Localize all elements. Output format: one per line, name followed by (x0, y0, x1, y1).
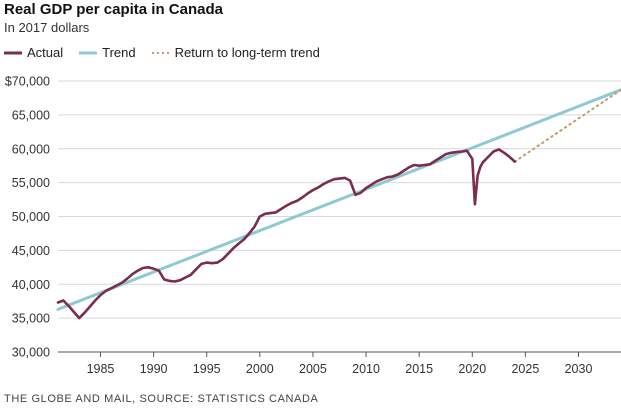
source-note: THE GLOBE AND MAIL, SOURCE: STATISTICS C… (4, 393, 319, 405)
legend-item-return: Return to long-term trend (151, 45, 320, 60)
series-line-trend (56, 88, 621, 311)
legend-item-trend: Trend (79, 45, 136, 60)
x-tick-label: 2000 (246, 362, 274, 376)
x-tick-label: 2005 (299, 362, 327, 376)
y-tick-label: 55,000 (12, 176, 50, 190)
y-tick-label: 50,000 (12, 210, 50, 224)
legend-swatch-actual (4, 51, 22, 54)
chart-subtitle: In 2017 dollars (4, 20, 90, 35)
series-line-actual (56, 148, 517, 320)
chart-legend: Actual Trend Return to long-term trend (4, 45, 336, 60)
x-tick-label: 2030 (565, 362, 593, 376)
legend-label-return: Return to long-term trend (174, 45, 320, 60)
y-tick-label: 40,000 (12, 278, 50, 292)
x-tick-label: 1995 (193, 362, 221, 376)
series-line-return-to-long-term-trend (513, 88, 621, 163)
y-tick-label: 45,000 (12, 244, 50, 258)
y-tick-label: 65,000 (12, 108, 50, 122)
legend-item-actual: Actual (4, 45, 63, 60)
y-tick-label: 35,000 (12, 312, 50, 326)
x-axis-ticks: 1985 1990 1995 2000 2005 2010 2015 2020 2025 2030 (87, 352, 593, 376)
y-tick-label: $70,000 (5, 75, 50, 89)
x-tick-label: 2015 (405, 362, 433, 376)
x-tick-label: 1985 (87, 362, 115, 376)
x-tick-label: 2020 (458, 362, 486, 376)
series-lines (56, 88, 621, 320)
legend-swatch-trend (79, 51, 98, 54)
legend-label-actual: Actual (27, 45, 64, 60)
chart-title: Real GDP per capita in Canada (4, 1, 223, 18)
legend-label-trend: Trend (102, 45, 136, 60)
gridlines (58, 80, 621, 353)
x-tick-label: 1990 (140, 362, 168, 376)
y-axis-ticks: 30,000 35,000 40,000 45,000 50,000 55,000 60,0… (5, 75, 50, 360)
x-tick-label: 2010 (352, 362, 380, 376)
legend-swatch-return (151, 51, 170, 54)
x-tick-label: 2025 (511, 362, 539, 376)
y-tick-label: 30,000 (12, 346, 50, 360)
y-tick-label: 60,000 (12, 142, 50, 156)
